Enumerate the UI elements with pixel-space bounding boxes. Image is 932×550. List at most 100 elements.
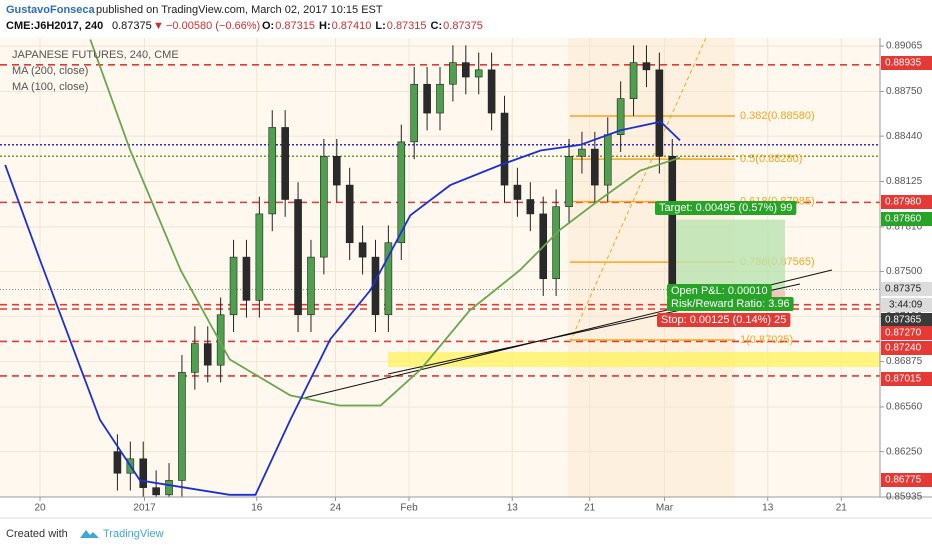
header-bg xyxy=(0,0,932,38)
target-label: Target: 0.00495 (0.57%) 99 xyxy=(659,202,792,214)
price-label-bg xyxy=(881,313,932,327)
candle-body xyxy=(242,256,251,301)
candle-body xyxy=(268,127,277,215)
fib-label: 0.5(0.88280) xyxy=(740,153,802,165)
candle-body xyxy=(449,62,457,85)
candle-body xyxy=(332,155,341,186)
legend-entry: MA (100, close) xyxy=(12,81,88,93)
countdown: 3:44:09 xyxy=(889,300,923,311)
candle-body xyxy=(384,242,393,316)
price-label: 0.87015 xyxy=(885,374,922,385)
candle-body xyxy=(410,83,418,143)
axes: 0.89065 0.88750 0.88440 0.88125 0.87810 0.875… xyxy=(34,41,922,514)
price-label: 0.88935 xyxy=(885,58,922,69)
candle-body xyxy=(178,372,186,481)
x-tick-label: 24 xyxy=(330,503,342,514)
x-tick-label: 13 xyxy=(762,503,774,514)
candle-body xyxy=(474,69,483,78)
price-label-bg xyxy=(881,372,932,386)
logo xyxy=(80,530,99,538)
pnl-label-bg xyxy=(667,284,772,298)
candle-body xyxy=(500,112,509,186)
plot: 0.382(0.88580)0.5(0.88280)0.618(0.87985)… xyxy=(0,38,880,497)
ohlc-key: L: xyxy=(375,20,385,32)
stop-label-bg xyxy=(657,313,791,327)
candle-body xyxy=(345,184,354,244)
y-tick-label: 0.86250 xyxy=(886,446,923,457)
candle-body xyxy=(397,141,406,244)
created-with: Created with xyxy=(6,528,68,540)
zone xyxy=(388,352,880,368)
candle-body xyxy=(320,155,328,258)
pnl-label: Open P&L: 0.00010 xyxy=(671,285,768,297)
y-tick-label: 0.87500 xyxy=(886,266,923,277)
price-label-bg xyxy=(881,282,932,296)
y-tick-label: 0.88750 xyxy=(886,86,923,97)
last-price: 0.87375 xyxy=(112,20,152,32)
candle-body xyxy=(552,206,560,280)
candle-body xyxy=(358,242,367,258)
countdown-bg xyxy=(881,298,932,312)
author: GustavoFonseca xyxy=(6,4,96,16)
y-tick-label: 0.86875 xyxy=(886,356,923,367)
price-label: 0.87980 xyxy=(885,197,922,208)
candle-body xyxy=(487,69,496,114)
candle-body xyxy=(294,199,302,316)
price-label: 0.87365 xyxy=(885,315,922,326)
candle-body xyxy=(668,155,677,290)
price-axis-bg xyxy=(880,38,932,515)
price-label-bg xyxy=(881,212,932,226)
brand: TradingView xyxy=(103,528,164,540)
x-tick-label: 2017 xyxy=(133,503,156,514)
candle-body xyxy=(629,62,638,99)
candle-body xyxy=(165,480,173,496)
x-tick-label: 21 xyxy=(584,503,596,514)
price-label-bg xyxy=(881,326,932,340)
ohlc: O: 0.87315 H: 0.87410 L: 0.87315 C: 0.87375 xyxy=(262,20,483,32)
candle-body xyxy=(216,314,225,366)
candle-body xyxy=(152,487,160,496)
candle-body xyxy=(423,83,431,114)
legend-entry: MA (200, close) xyxy=(12,65,88,77)
change-arrow: ▼ xyxy=(153,20,164,32)
x-tick-label: 21 xyxy=(836,503,848,514)
price-label-bg xyxy=(881,195,932,209)
price-label-bg xyxy=(881,473,932,487)
candle-body xyxy=(113,451,122,474)
candle-body xyxy=(462,62,470,78)
target-zone xyxy=(668,219,785,291)
rr-label-bg xyxy=(667,297,794,311)
y-tick-label: 0.88440 xyxy=(886,131,923,142)
symbol: CME:J6H2017, 240 xyxy=(6,20,103,32)
price-label-bg xyxy=(881,341,932,355)
candle-body xyxy=(513,184,522,200)
candle-body xyxy=(578,148,586,157)
x-tick-label: Feb xyxy=(400,503,418,514)
candle-body xyxy=(191,343,199,373)
ohlc-value: 0.87315 xyxy=(275,20,315,32)
candle-body xyxy=(642,62,651,71)
fib-label: 1(0.87025) xyxy=(740,334,793,346)
candle-body xyxy=(603,134,612,186)
x-tick-label: 20 xyxy=(34,503,46,514)
candle-body xyxy=(565,155,573,208)
candle-body xyxy=(526,199,535,215)
ma-line xyxy=(89,39,681,407)
ma-line xyxy=(4,120,681,496)
candle-body xyxy=(616,98,625,135)
candle-body xyxy=(655,69,664,157)
price-label: 0.87270 xyxy=(885,328,922,339)
candle-body xyxy=(307,256,315,316)
candle-body xyxy=(139,458,148,488)
y-tick-label: 0.88125 xyxy=(886,176,923,187)
candle-body xyxy=(203,343,212,366)
change: −0.00580 (−0.66%) xyxy=(166,20,260,32)
fib-label: 0.382(0.88580) xyxy=(740,110,815,122)
x-tick-label: 13 xyxy=(507,503,519,514)
rr-label: Risk/Reward Ratio: 3.96 xyxy=(671,298,790,310)
y-tick-label: 0.87810 xyxy=(886,222,923,233)
y-tick-label: 0.89065 xyxy=(886,41,923,52)
published: published on TradingView.com, March 02, … xyxy=(96,4,383,16)
